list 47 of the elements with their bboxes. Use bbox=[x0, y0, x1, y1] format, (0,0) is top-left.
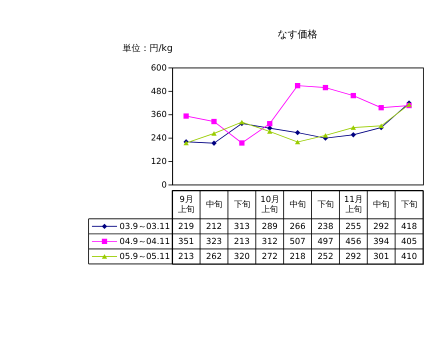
data-label: 497 bbox=[317, 236, 334, 246]
x-tick-label: 11月上旬 bbox=[344, 194, 363, 214]
data-label: 252 bbox=[317, 250, 334, 261]
data-label: 289 bbox=[262, 220, 278, 231]
legend-label: 05.9～05.11 bbox=[120, 250, 170, 261]
y-tick-label: 0 bbox=[161, 179, 167, 190]
x-tick-label: 中旬 bbox=[206, 199, 222, 210]
data-label: 218 bbox=[290, 250, 306, 261]
data-label: 292 bbox=[373, 220, 390, 231]
data-label: 238 bbox=[317, 220, 334, 231]
data-label: 312 bbox=[262, 236, 278, 246]
data-label: 456 bbox=[345, 236, 362, 246]
data-label: 320 bbox=[234, 250, 250, 261]
data-label: 301 bbox=[373, 250, 390, 261]
x-tick-label: 中旬 bbox=[373, 199, 390, 210]
y-tick-label: 480 bbox=[150, 86, 167, 96]
legend-label: 04.9～04.11 bbox=[120, 236, 170, 246]
data-label: 255 bbox=[345, 220, 362, 231]
legend-label: 03.9～03.11 bbox=[120, 220, 170, 231]
x-tick-label: 下旬 bbox=[317, 199, 334, 210]
data-label: 272 bbox=[262, 250, 278, 261]
data-label: 405 bbox=[401, 236, 418, 246]
x-tick-label: 9月上旬 bbox=[178, 194, 194, 214]
data-label: 418 bbox=[401, 220, 418, 231]
y-tick-label: 240 bbox=[150, 132, 167, 143]
data-label: 213 bbox=[234, 236, 250, 246]
data-label: 323 bbox=[206, 236, 222, 246]
x-tick-label: 中旬 bbox=[290, 199, 306, 210]
data-label: 212 bbox=[206, 220, 222, 231]
y-tick-label: 120 bbox=[150, 156, 167, 166]
data-label: 410 bbox=[401, 250, 418, 261]
data-label: 394 bbox=[373, 236, 390, 246]
y-tick-label: 600 bbox=[150, 62, 167, 72]
y-tick-label: 360 bbox=[150, 109, 167, 120]
data-label: 292 bbox=[345, 250, 362, 261]
data-label: 266 bbox=[290, 220, 306, 231]
chart-title: なす価格 bbox=[278, 28, 318, 40]
data-label: 507 bbox=[290, 236, 306, 246]
data-label: 219 bbox=[178, 220, 194, 231]
x-tick-label: 10月上旬 bbox=[260, 194, 280, 214]
x-tick-label: 下旬 bbox=[234, 199, 250, 210]
x-tick-label: 下旬 bbox=[401, 199, 418, 210]
data-label: 262 bbox=[206, 250, 222, 261]
data-label: 213 bbox=[178, 250, 194, 261]
y-axis-title: 単位：円/kg bbox=[122, 43, 173, 54]
data-label: 351 bbox=[178, 236, 194, 246]
data-label: 313 bbox=[234, 220, 250, 231]
